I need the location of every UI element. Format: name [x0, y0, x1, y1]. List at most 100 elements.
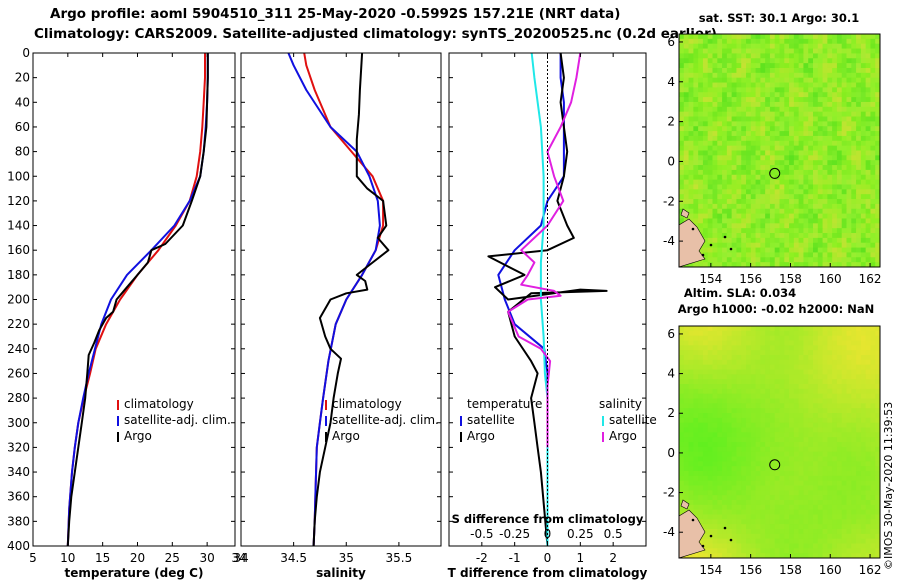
- map-cell: [784, 548, 790, 554]
- map-cell: [769, 87, 776, 93]
- map-cell: [803, 145, 809, 152]
- map-cell: [865, 242, 872, 249]
- map-cell: [784, 495, 790, 501]
- map-cell: [746, 194, 752, 200]
- map-cell: [798, 451, 805, 458]
- map-cell: [832, 509, 838, 516]
- map-cell: [693, 203, 699, 210]
- map-cell: [813, 538, 819, 545]
- map-cell: [760, 58, 766, 64]
- map-cell: [707, 466, 714, 472]
- map-cell: [698, 437, 704, 443]
- map-cell: [836, 43, 843, 50]
- map-cell: [726, 233, 733, 239]
- map-cell: [860, 111, 867, 118]
- map-cell: [789, 417, 795, 424]
- map-cell: [808, 417, 814, 424]
- map-cell: [779, 524, 785, 530]
- map-cell: [765, 374, 771, 380]
- map-cell: [741, 194, 747, 200]
- map-cell: [736, 529, 742, 535]
- map-cell: [683, 53, 690, 59]
- map-cell: [856, 247, 862, 254]
- map-cell: [808, 165, 814, 171]
- map-cell: [746, 63, 752, 69]
- map-cell: [698, 471, 704, 477]
- map-cell: [779, 87, 785, 93]
- map-cell: [827, 97, 833, 103]
- map-cell: [712, 135, 718, 142]
- map-cell: [698, 63, 704, 69]
- map-cell: [765, 413, 771, 419]
- map-cell: [813, 485, 819, 491]
- map-cell: [832, 48, 838, 55]
- map-cell: [688, 135, 694, 142]
- map-cell: [765, 388, 771, 395]
- map-cell: [741, 514, 747, 520]
- map-cell: [717, 179, 723, 186]
- map-cell: [698, 199, 704, 205]
- map-cell: [870, 189, 876, 195]
- map-cell: [841, 179, 848, 186]
- map-cell: [741, 184, 747, 190]
- map-cell: [717, 165, 723, 171]
- map-cell: [813, 72, 819, 79]
- map-cell: [851, 203, 857, 210]
- map-cell: [702, 43, 709, 50]
- map-cell: [693, 199, 699, 205]
- map-cell: [722, 548, 728, 554]
- map-cell: [736, 228, 742, 234]
- map-cell: [765, 422, 771, 429]
- map-cell: [774, 364, 781, 371]
- map-cell: [813, 514, 819, 520]
- map-cell: [851, 403, 857, 409]
- map-cell: [793, 72, 800, 79]
- map-cell: [803, 223, 809, 229]
- map-cell: [731, 87, 738, 93]
- map-cell: [688, 262, 694, 267]
- map-cell: [736, 189, 742, 195]
- map-cell: [817, 43, 824, 50]
- map-cell: [784, 326, 790, 332]
- map-cell: [755, 199, 761, 205]
- map-cell: [712, 199, 718, 205]
- map-cell: [793, 262, 800, 267]
- map-cell: [702, 218, 709, 224]
- map-cell: [755, 427, 761, 433]
- map-cell: [841, 218, 848, 224]
- map-cell: [755, 388, 761, 395]
- map-cell: [779, 203, 785, 210]
- map-cell: [760, 514, 766, 520]
- map-cell: [860, 471, 867, 477]
- map-cell: [789, 92, 795, 98]
- map-cell: [693, 364, 699, 371]
- map-cell: [808, 242, 814, 249]
- map-cell: [875, 427, 880, 433]
- map-cell: [846, 82, 852, 88]
- map-cell: [846, 408, 852, 414]
- map-cell: [765, 437, 771, 443]
- map-cell: [712, 43, 718, 50]
- map-cell: [698, 538, 704, 545]
- map-cell: [760, 456, 766, 462]
- map-cell: [870, 533, 876, 540]
- map-cell: [693, 58, 699, 64]
- ytick-label: 0: [22, 46, 30, 60]
- map-cell: [817, 519, 824, 525]
- map-cell: [779, 456, 785, 462]
- map-cell: [870, 403, 876, 409]
- map-cell: [841, 485, 848, 491]
- map-cell: [679, 169, 685, 176]
- map-cell: [765, 461, 771, 467]
- map-cell: [712, 218, 718, 224]
- map-cell: [717, 257, 723, 263]
- map-cell: [769, 169, 776, 176]
- map-cell: [717, 495, 723, 501]
- map-cell: [856, 533, 862, 540]
- map-cell: [841, 417, 848, 424]
- map-cell: [712, 509, 718, 516]
- sla-argo-position-marker: [769, 459, 781, 471]
- map-cell: [755, 126, 761, 132]
- map-cell: [817, 533, 824, 540]
- map-cell: [789, 461, 795, 467]
